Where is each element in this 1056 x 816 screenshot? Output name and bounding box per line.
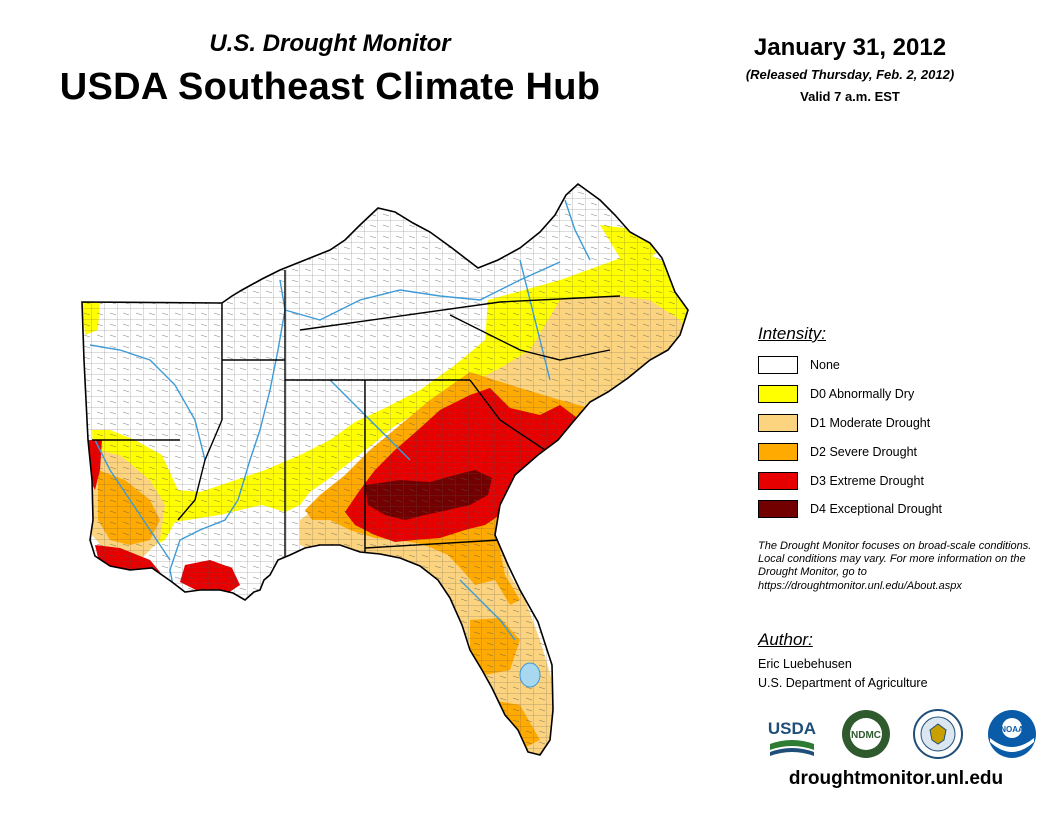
noaa-logo-text: NOAA [1000, 725, 1024, 734]
noaa-logo: NOAA [988, 710, 1036, 758]
lake-okeechobee [519, 662, 541, 688]
legend-label: D3 Extreme Drought [810, 474, 924, 488]
state-borders [92, 270, 621, 560]
legend-swatch-d4 [758, 500, 798, 518]
author-name: Eric Luebehusen [758, 657, 852, 671]
legend-label: D4 Exceptional Drought [810, 502, 943, 516]
ndmc-logo: NDMC [842, 710, 890, 758]
legend-label: D2 Severe Drought [810, 445, 918, 459]
ndmc-logo-text: NDMC [851, 730, 881, 741]
legend-swatch-d2 [758, 443, 798, 461]
legend-label: D0 Abnormally Dry [810, 387, 915, 401]
release-date: (Released Thursday, Feb. 2, 2012) [745, 67, 955, 82]
map-date: January 31, 2012 [753, 34, 947, 61]
usda-logo: USDA [768, 719, 816, 756]
map-title: USDA Southeast Climate Hub [59, 66, 601, 108]
website-link[interactable]: droughtmonitor.unl.edu [788, 768, 1004, 789]
rivers [89, 199, 591, 641]
legend-swatch-d0 [758, 385, 798, 403]
region-outline [81, 182, 689, 756]
legend-label: None [810, 358, 840, 372]
drought-monitor-note: The Drought Monitor focuses on broad-sca… [758, 540, 1032, 592]
map-subtitle: U.S. Drought Monitor [209, 30, 451, 57]
author-organization: U.S. Department of Agriculture [758, 676, 928, 690]
legend-title: Intensity: [758, 324, 827, 343]
commerce-seal [913, 709, 963, 759]
valid-time: Valid 7 a.m. EST [800, 89, 900, 104]
author-heading: Author: [758, 630, 813, 649]
legend-swatch-d1 [758, 414, 798, 432]
legend-swatch-none [758, 356, 798, 374]
usda-logo-text: USDA [768, 719, 816, 738]
legend-swatch-d3 [758, 472, 798, 490]
legend-label: D1 Moderate Drought [810, 416, 931, 430]
